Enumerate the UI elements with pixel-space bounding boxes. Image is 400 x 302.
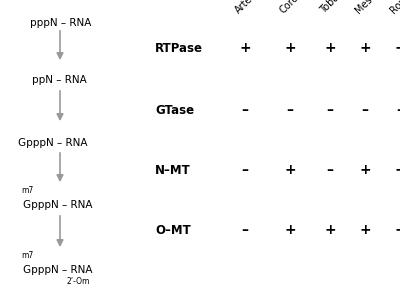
Text: Roni–: Roni– xyxy=(388,0,400,15)
Text: Mesoni–: Mesoni– xyxy=(353,0,388,15)
Text: O–MT: O–MT xyxy=(155,223,191,236)
Text: +: + xyxy=(239,41,251,55)
Text: +: + xyxy=(394,223,400,237)
Text: GpppN – RNA: GpppN – RNA xyxy=(23,200,92,210)
Text: +: + xyxy=(394,163,400,177)
Text: +: + xyxy=(284,223,296,237)
Text: Arteri–: Arteri– xyxy=(233,0,263,15)
Text: +: + xyxy=(284,163,296,177)
Text: +: + xyxy=(394,41,400,55)
Text: –: – xyxy=(286,103,294,117)
Text: m7: m7 xyxy=(21,186,33,195)
Text: pppN – RNA: pppN – RNA xyxy=(30,18,91,28)
Text: RTPase: RTPase xyxy=(155,41,203,54)
Text: –: – xyxy=(362,103,368,117)
Text: GpppN – RNA: GpppN – RNA xyxy=(23,265,92,275)
Text: –: – xyxy=(326,163,334,177)
Text: Tobani–: Tobani– xyxy=(318,0,351,15)
Text: 2’-Om: 2’-Om xyxy=(66,277,90,286)
Text: +: + xyxy=(284,41,296,55)
Text: +: + xyxy=(324,41,336,55)
Text: +: + xyxy=(359,223,371,237)
Text: GTase: GTase xyxy=(155,104,194,117)
Text: –: – xyxy=(242,103,248,117)
Text: +: + xyxy=(359,41,371,55)
Text: N–MT: N–MT xyxy=(155,163,191,176)
Text: –: – xyxy=(242,223,248,237)
Text: –: – xyxy=(396,103,400,117)
Text: –: – xyxy=(326,103,334,117)
Text: m7: m7 xyxy=(21,251,33,260)
Text: +: + xyxy=(359,163,371,177)
Text: GpppN – RNA: GpppN – RNA xyxy=(18,138,88,148)
Text: Corona–: Corona– xyxy=(278,0,313,15)
Text: ppN – RNA: ppN – RNA xyxy=(32,75,87,85)
Text: –: – xyxy=(242,163,248,177)
Text: +: + xyxy=(324,223,336,237)
